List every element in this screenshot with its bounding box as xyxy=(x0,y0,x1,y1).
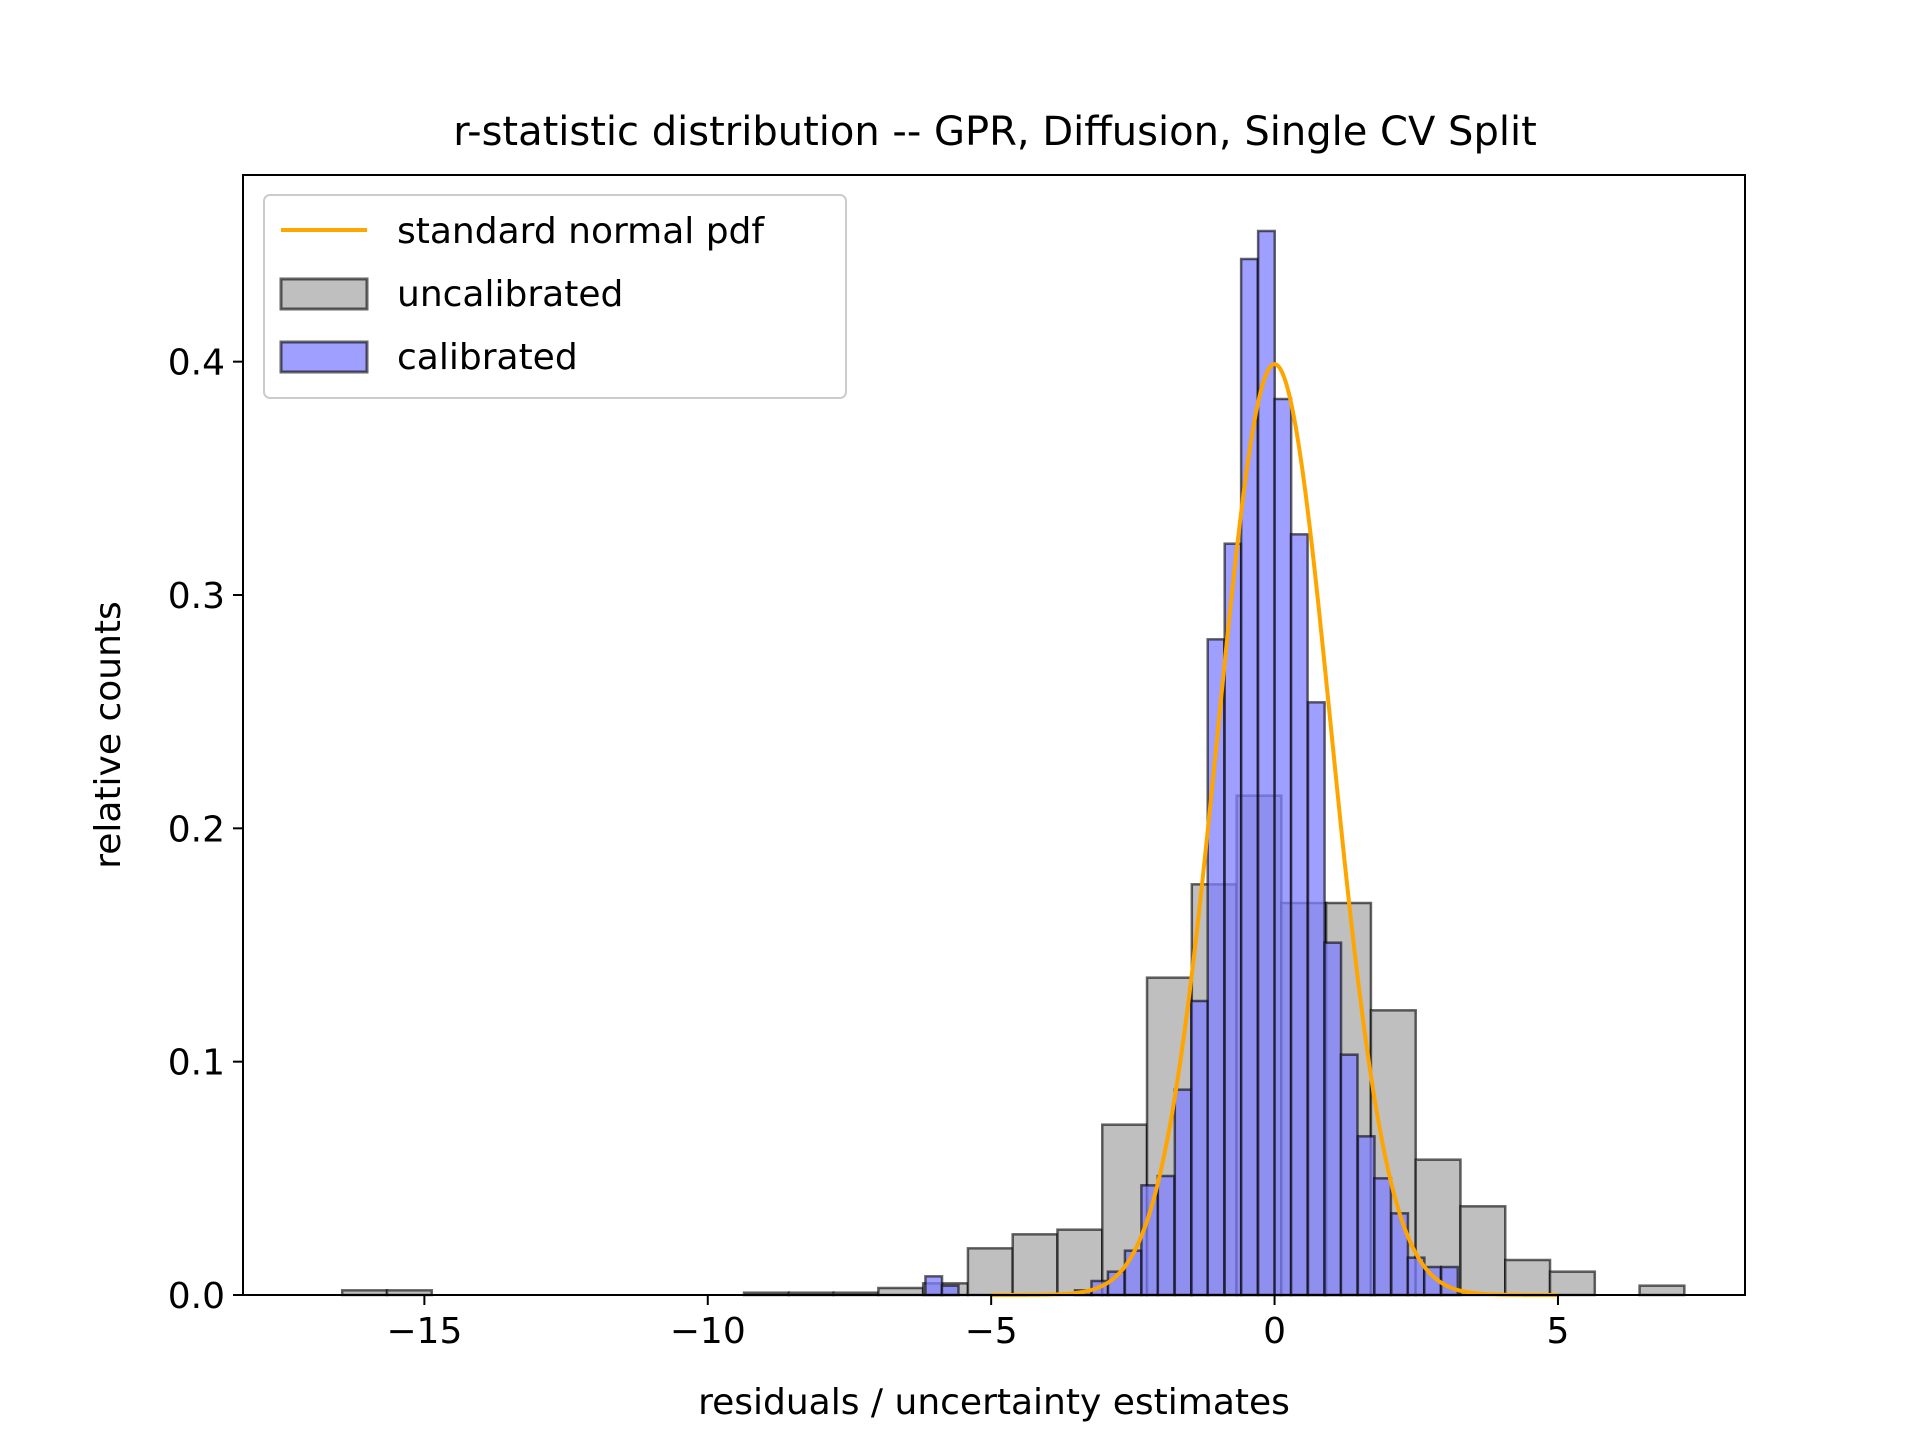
legend-label-calibrated: calibrated xyxy=(397,337,578,378)
legend-swatch-calibrated xyxy=(279,340,369,374)
uncalibrated-bar xyxy=(877,1286,925,1297)
legend-label-uncalibrated: uncalibrated xyxy=(397,274,623,315)
legend-box xyxy=(263,194,847,399)
calibrated-bar xyxy=(940,1284,960,1297)
uncalibrated-bar xyxy=(966,1247,1014,1297)
legend: standard normal pdf uncalibrated calibra… xyxy=(263,194,847,399)
uncalibrated-bar xyxy=(1548,1270,1597,1297)
calibrated-bar xyxy=(1339,1053,1359,1297)
pdf-line xyxy=(990,362,1559,1297)
calibrated-bar xyxy=(1140,1184,1160,1297)
calibrated-bar xyxy=(924,1275,944,1297)
y-axis-label: relative counts xyxy=(88,601,129,869)
y-axis-ticks: 0.0 0.1 0.2 0.3 0.4 xyxy=(168,343,243,1317)
calibrated-bar xyxy=(1306,701,1326,1297)
x-tick-label: −15 xyxy=(386,1311,462,1352)
y-tick-label: 0.4 xyxy=(168,343,225,384)
calibrated-bar xyxy=(1189,999,1210,1297)
calibrated-bar xyxy=(1323,941,1343,1297)
y-tick-label: 0.1 xyxy=(168,1043,225,1084)
x-tick-label: 0 xyxy=(1263,1311,1286,1352)
uncalibrated-bar xyxy=(1011,1233,1059,1297)
calibrated-bar xyxy=(1289,533,1309,1297)
legend-swatch-uncalibrated xyxy=(279,277,369,311)
x-tick-label: −10 xyxy=(670,1311,746,1352)
chart-title: r-statistic distribution -- GPR, Diffusi… xyxy=(453,109,1537,155)
y-tick-label: 0.3 xyxy=(168,576,225,617)
calibrated-bar xyxy=(1173,1088,1193,1297)
calibrated-bar xyxy=(1273,397,1293,1297)
calibrated-bar xyxy=(1156,1174,1176,1297)
uncalibrated-bar xyxy=(1638,1284,1686,1297)
legend-label-pdf: standard normal pdf xyxy=(397,211,765,252)
axes-frame xyxy=(242,174,1746,1296)
uncalibrated-bar xyxy=(1459,1205,1507,1297)
x-tick-label: 5 xyxy=(1547,1311,1570,1352)
calibrated-bar xyxy=(1373,1177,1393,1297)
x-axis-label: residuals / uncertainty estimates xyxy=(698,1382,1290,1423)
x-axis-ticks: −15 −10 −5 0 5 xyxy=(386,1295,1569,1352)
y-tick-label: 0.0 xyxy=(168,1276,225,1317)
calibrated-bars xyxy=(924,229,1460,1297)
x-tick-label: −5 xyxy=(965,1311,1018,1352)
y-tick-label: 0.2 xyxy=(168,809,225,850)
uncalibrated-bar xyxy=(1504,1258,1552,1297)
calibrated-bar xyxy=(1356,1135,1376,1297)
